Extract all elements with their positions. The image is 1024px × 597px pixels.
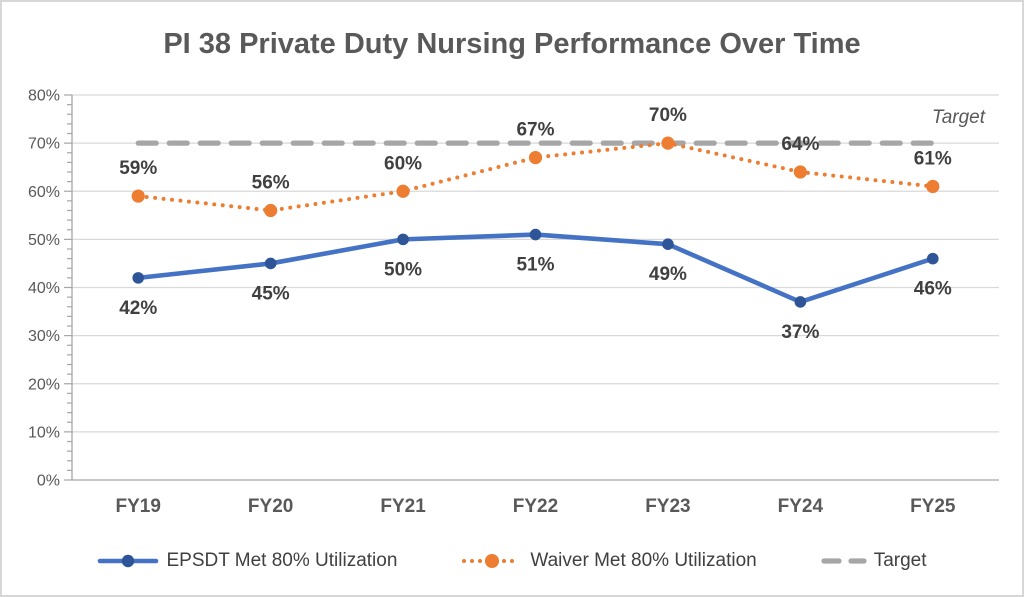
y-tick-label: 40%: [28, 280, 60, 297]
data-label-waiver: 61%: [914, 148, 952, 169]
y-tick-label: 0%: [37, 473, 60, 490]
marker-waiver: [926, 179, 940, 194]
data-label-epsdt: 46%: [914, 279, 952, 300]
legend-label-epsdt: EPSDT Met 80% Utilization: [166, 550, 398, 571]
target-annotation: Target: [932, 107, 986, 128]
data-label-waiver: 56%: [252, 173, 290, 194]
legend-item-target: Target: [821, 550, 927, 572]
marker-epsdt: [794, 296, 807, 308]
legend-label-target: Target: [873, 550, 927, 571]
x-tick-label: FY20: [248, 496, 293, 517]
legend-item-epsdt: EPSDT Met 80% Utilization: [97, 550, 397, 572]
y-tick-label: 60%: [28, 184, 60, 201]
legend-sample-dotted-icon: [462, 554, 523, 568]
data-label-epsdt: 51%: [516, 255, 554, 276]
y-tick-label: 80%: [28, 88, 60, 105]
y-tick-label: 20%: [28, 376, 60, 393]
data-label-waiver: 59%: [119, 158, 157, 179]
marker-waiver: [264, 203, 278, 218]
data-label-waiver: 67%: [516, 120, 554, 141]
y-tick-label: 10%: [28, 424, 60, 441]
y-tick-label: 70%: [28, 136, 60, 153]
marker-waiver: [131, 189, 145, 203]
data-label-epsdt: 45%: [252, 283, 290, 304]
marker-epsdt: [397, 233, 409, 246]
legend: EPSDT Met 80% Utilization Waiver Met 80% …: [2, 545, 1022, 577]
marker-waiver: [396, 184, 410, 198]
y-tick-label: 30%: [28, 328, 60, 345]
legend-sample-solid-icon: [98, 554, 159, 568]
x-tick-label: FY21: [380, 496, 426, 517]
x-tick-label: FY24: [778, 496, 824, 517]
x-tick-label: FY25: [910, 496, 956, 517]
legend-label-waiver: Waiver Met 80% Utilization: [530, 550, 757, 571]
marker-epsdt: [662, 238, 674, 250]
data-label-waiver: 60%: [384, 153, 422, 174]
chart-title: PI 38 Private Duty Nursing Performance O…: [163, 28, 861, 60]
legend-sample-dashed-icon: [821, 558, 867, 564]
data-label-epsdt: 42%: [119, 298, 157, 319]
data-label-epsdt: 50%: [384, 259, 422, 280]
x-tick-label: FY22: [513, 496, 558, 517]
data-label-waiver: 70%: [649, 105, 687, 126]
marker-epsdt: [529, 228, 542, 241]
marker-waiver: [661, 136, 675, 150]
marker-waiver: [528, 150, 543, 165]
marker-epsdt: [264, 257, 277, 270]
marker-waiver: [793, 165, 807, 179]
x-tick-label: FY23: [645, 496, 690, 517]
marker-epsdt: [926, 252, 939, 265]
x-tick-label: FY19: [116, 496, 161, 517]
data-label-epsdt: 49%: [649, 264, 687, 285]
y-tick-label: 50%: [28, 232, 60, 249]
marker-epsdt: [132, 272, 145, 284]
data-label-epsdt: 37%: [781, 322, 819, 343]
legend-item-waiver: Waiver Met 80% Utilization: [461, 550, 757, 572]
data-label-waiver: 64%: [781, 134, 819, 155]
